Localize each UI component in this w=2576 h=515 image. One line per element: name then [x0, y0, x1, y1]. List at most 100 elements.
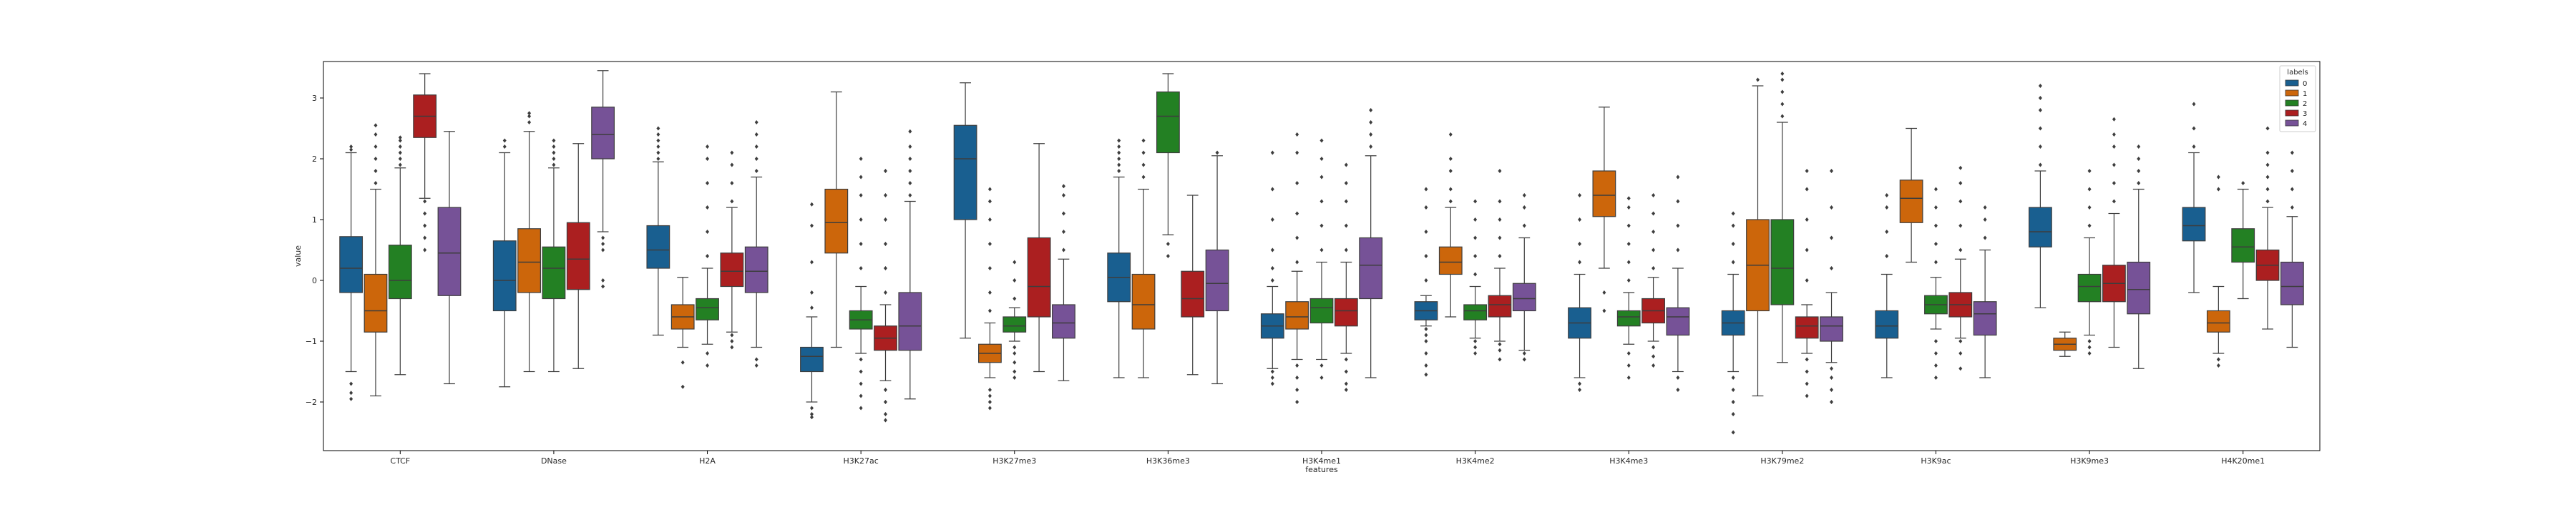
outlier-point [1295, 400, 1299, 404]
iqr-box [591, 107, 615, 160]
outlier-point [1013, 351, 1017, 355]
outlier-point [1498, 235, 1502, 240]
box-2-H3K4me3 [1616, 196, 1641, 380]
outlier-point [552, 162, 556, 167]
outlier-point [552, 150, 556, 155]
outlier-point [987, 187, 992, 192]
outlier-point [1652, 211, 1656, 216]
outlier-point [1676, 388, 1680, 392]
iqr-box [364, 273, 388, 333]
outlier-point [1830, 400, 1834, 404]
outlier-point [754, 357, 758, 362]
outlier-point [680, 384, 685, 389]
outlier-point [859, 266, 863, 270]
outlier-point [859, 381, 863, 386]
outlier-point [1830, 235, 1834, 240]
outlier-point [1061, 247, 1065, 252]
outlier-point [1141, 150, 1146, 155]
outlier-point [1602, 290, 1606, 295]
outlier-point [730, 339, 734, 343]
outlier-point [1448, 132, 1453, 137]
outlier-point [1473, 199, 1478, 204]
outlier-point [1061, 211, 1065, 216]
outlier-point [1958, 247, 1963, 252]
outlier-point [2087, 339, 2092, 343]
iqr-box [1770, 219, 1795, 305]
outlier-point [1061, 193, 1065, 197]
iqr-box [1156, 91, 1180, 154]
iqr-box [744, 246, 769, 293]
outlier-point [908, 129, 912, 134]
outlier-point [656, 144, 660, 149]
box-2-H3K36me3 [1156, 73, 1180, 258]
iqr-box [898, 292, 922, 351]
outlier-point [2216, 175, 2220, 180]
outlier-point [1319, 157, 1324, 161]
outlier-point [2112, 199, 2116, 204]
outlier-point [859, 406, 863, 411]
outlier-point [1270, 381, 1274, 386]
iqr-box [646, 225, 670, 269]
outlier-point [1626, 363, 1631, 368]
box-4-H3K36me3 [1205, 150, 1229, 385]
outlier-point [754, 169, 758, 173]
outlier-point [656, 126, 660, 131]
outlier-point [2192, 126, 2196, 131]
outlier-point [1805, 278, 1809, 283]
box-1-H3K27me3 [978, 187, 1002, 411]
box-3-H3K4me2 [1488, 169, 1512, 362]
outlier-point [1933, 223, 1938, 228]
outlier-point [2216, 357, 2220, 362]
outlier-point [987, 393, 992, 398]
box-0-H3K9ac [1875, 193, 1899, 378]
outlier-point [2112, 132, 2116, 137]
box-3-H3K9me3 [2102, 117, 2126, 348]
outlier-point [2087, 351, 2092, 355]
legend-label-4: 4 [2303, 120, 2307, 128]
outlier-point [423, 199, 427, 204]
iqr-box [1820, 316, 1843, 342]
outlier-point [2265, 175, 2270, 180]
outlier-point [1424, 372, 1428, 377]
box-1-H3K4me2 [1438, 132, 1463, 318]
outlier-point [1522, 351, 1526, 355]
outlier-point [1473, 272, 1478, 277]
outlier-point [1983, 205, 1987, 210]
outlier-point [656, 150, 660, 155]
outlier-point [2137, 157, 2141, 161]
outlier-point [1369, 120, 1373, 124]
outlier-point [2216, 187, 2220, 192]
outlier-point [1344, 199, 1348, 204]
outlier-point [1295, 211, 1299, 216]
iqr-box [517, 228, 541, 293]
box-1-H4K20me1 [2206, 175, 2230, 368]
outlier-point [1578, 388, 1582, 392]
outlier-point [398, 135, 402, 140]
outlier-point [754, 363, 758, 368]
iqr-box [437, 207, 462, 296]
iqr-box [1666, 307, 1690, 336]
outlier-point [1652, 266, 1656, 270]
outlier-point [1141, 138, 1146, 143]
outlier-point [1319, 175, 1324, 180]
iqr-box [1512, 283, 1536, 312]
outlier-point [1958, 181, 1963, 185]
outlier-point [1578, 381, 1582, 386]
outlier-point [1731, 211, 1735, 216]
outlier-point [1731, 223, 1735, 228]
outlier-point [987, 199, 992, 204]
box-1-H2A [670, 277, 695, 389]
outlier-point [1061, 230, 1065, 234]
outlier-point [1166, 242, 1170, 246]
outlier-point [1958, 223, 1963, 228]
outlier-point [1319, 376, 1324, 380]
outlier-point [1652, 345, 1656, 350]
box-2-H3K27me3 [1002, 260, 1027, 380]
outlier-point [883, 169, 887, 173]
iqr-box [542, 246, 566, 300]
outlier-point [2112, 117, 2116, 122]
outlier-point [1805, 381, 1809, 386]
outlier-point [908, 157, 912, 161]
outlier-point [1885, 205, 1889, 210]
outlier-point [1215, 150, 1219, 155]
